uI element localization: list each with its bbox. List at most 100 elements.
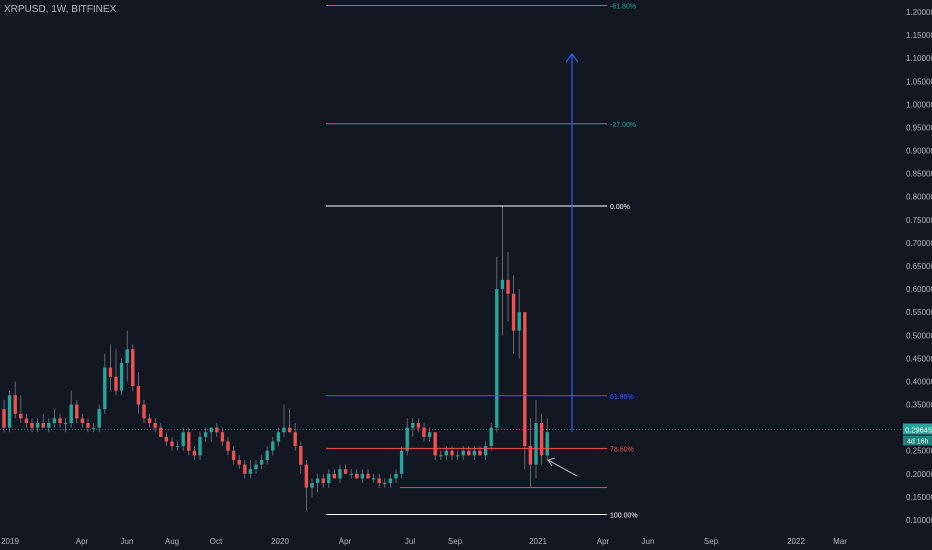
candle-body <box>80 418 85 424</box>
x-tick-label: Apr <box>597 537 610 546</box>
candle-body <box>13 395 17 414</box>
candle-body <box>545 432 549 456</box>
candle-body <box>114 376 118 391</box>
countdown-value: 4d 16h <box>907 438 929 445</box>
candle-body <box>377 478 381 484</box>
candle-body <box>304 464 309 488</box>
candle-body <box>259 459 264 465</box>
candle-body <box>327 473 331 484</box>
candle-body <box>181 432 185 447</box>
x-tick-label: Jun <box>121 537 134 546</box>
x-tick-label: Jun <box>642 537 655 546</box>
x-tick-label: Oct <box>210 537 223 546</box>
candle-body <box>433 432 437 456</box>
candle-body <box>321 478 325 484</box>
candle-body <box>517 312 521 331</box>
candle-body <box>489 427 493 447</box>
fib-level-label: -27.00% <box>610 122 636 129</box>
y-tick-label: 1.10000 <box>906 54 932 63</box>
candle-body <box>52 418 57 424</box>
candle-body <box>75 404 79 419</box>
candle-body <box>523 312 527 447</box>
candle-body <box>506 279 510 294</box>
candle-body <box>103 367 107 410</box>
candle-body <box>243 464 247 474</box>
projection-arrow-head <box>565 53 579 63</box>
fib-level-label: 78.60% <box>610 446 634 453</box>
candle-body <box>265 450 269 460</box>
current-price-tag <box>903 423 932 435</box>
x-tick-label: Mar <box>833 537 847 546</box>
candle-body <box>405 427 409 451</box>
candle-body <box>192 450 197 456</box>
candle-body <box>2 409 6 428</box>
candle-body <box>97 409 101 428</box>
candle-body <box>271 441 275 451</box>
x-tick-label: Apr <box>339 537 352 546</box>
candle-body <box>399 450 404 474</box>
candle-body <box>371 478 376 480</box>
candle-body <box>164 436 169 442</box>
candle-body <box>483 446 488 456</box>
candle-body <box>539 423 544 456</box>
candle-body <box>108 367 113 377</box>
candle-body <box>332 473 337 479</box>
fib-level-label: -61.80% <box>610 4 636 11</box>
candle-body <box>287 427 292 433</box>
candle-body <box>282 427 286 433</box>
candle-body <box>86 423 90 428</box>
x-tick-label: Sep <box>704 537 719 546</box>
candle-body <box>35 423 40 428</box>
pointer-arrow-shaft[interactable] <box>547 459 578 477</box>
candle-body <box>153 423 157 428</box>
candle-body <box>422 427 426 437</box>
x-tick-label: 2020 <box>271 537 289 546</box>
candle-body <box>360 473 365 479</box>
countdown-tag <box>903 435 932 446</box>
candle-body <box>198 436 202 456</box>
candle-body <box>226 441 230 451</box>
pointer-arrow-head <box>547 457 556 467</box>
candle-body <box>30 423 34 428</box>
candle-body <box>147 418 152 424</box>
x-tick-label: 2019 <box>1 537 19 546</box>
candle-body <box>338 469 342 479</box>
x-tick-label: 2021 <box>529 537 547 546</box>
candle-body <box>136 386 141 405</box>
candle-body <box>310 483 314 488</box>
fib-level-label: 61.80% <box>610 394 634 401</box>
candle-body <box>47 423 51 428</box>
candle-body <box>461 450 465 456</box>
candle-body <box>237 459 241 465</box>
candle-body <box>119 362 124 391</box>
candle-body <box>125 349 129 363</box>
x-tick-label: Sep <box>448 537 463 546</box>
candle-body <box>455 455 460 457</box>
candle-body <box>383 483 387 485</box>
candle-body <box>394 473 398 479</box>
candle-body <box>315 478 320 484</box>
candle-body <box>69 404 73 424</box>
candle-body <box>215 427 219 433</box>
candle-body <box>170 441 174 447</box>
x-tick-label: Apr <box>76 537 89 546</box>
candle-body <box>203 432 208 437</box>
candle-body <box>355 473 359 479</box>
candle-body <box>58 418 62 424</box>
candle-body <box>528 446 533 465</box>
